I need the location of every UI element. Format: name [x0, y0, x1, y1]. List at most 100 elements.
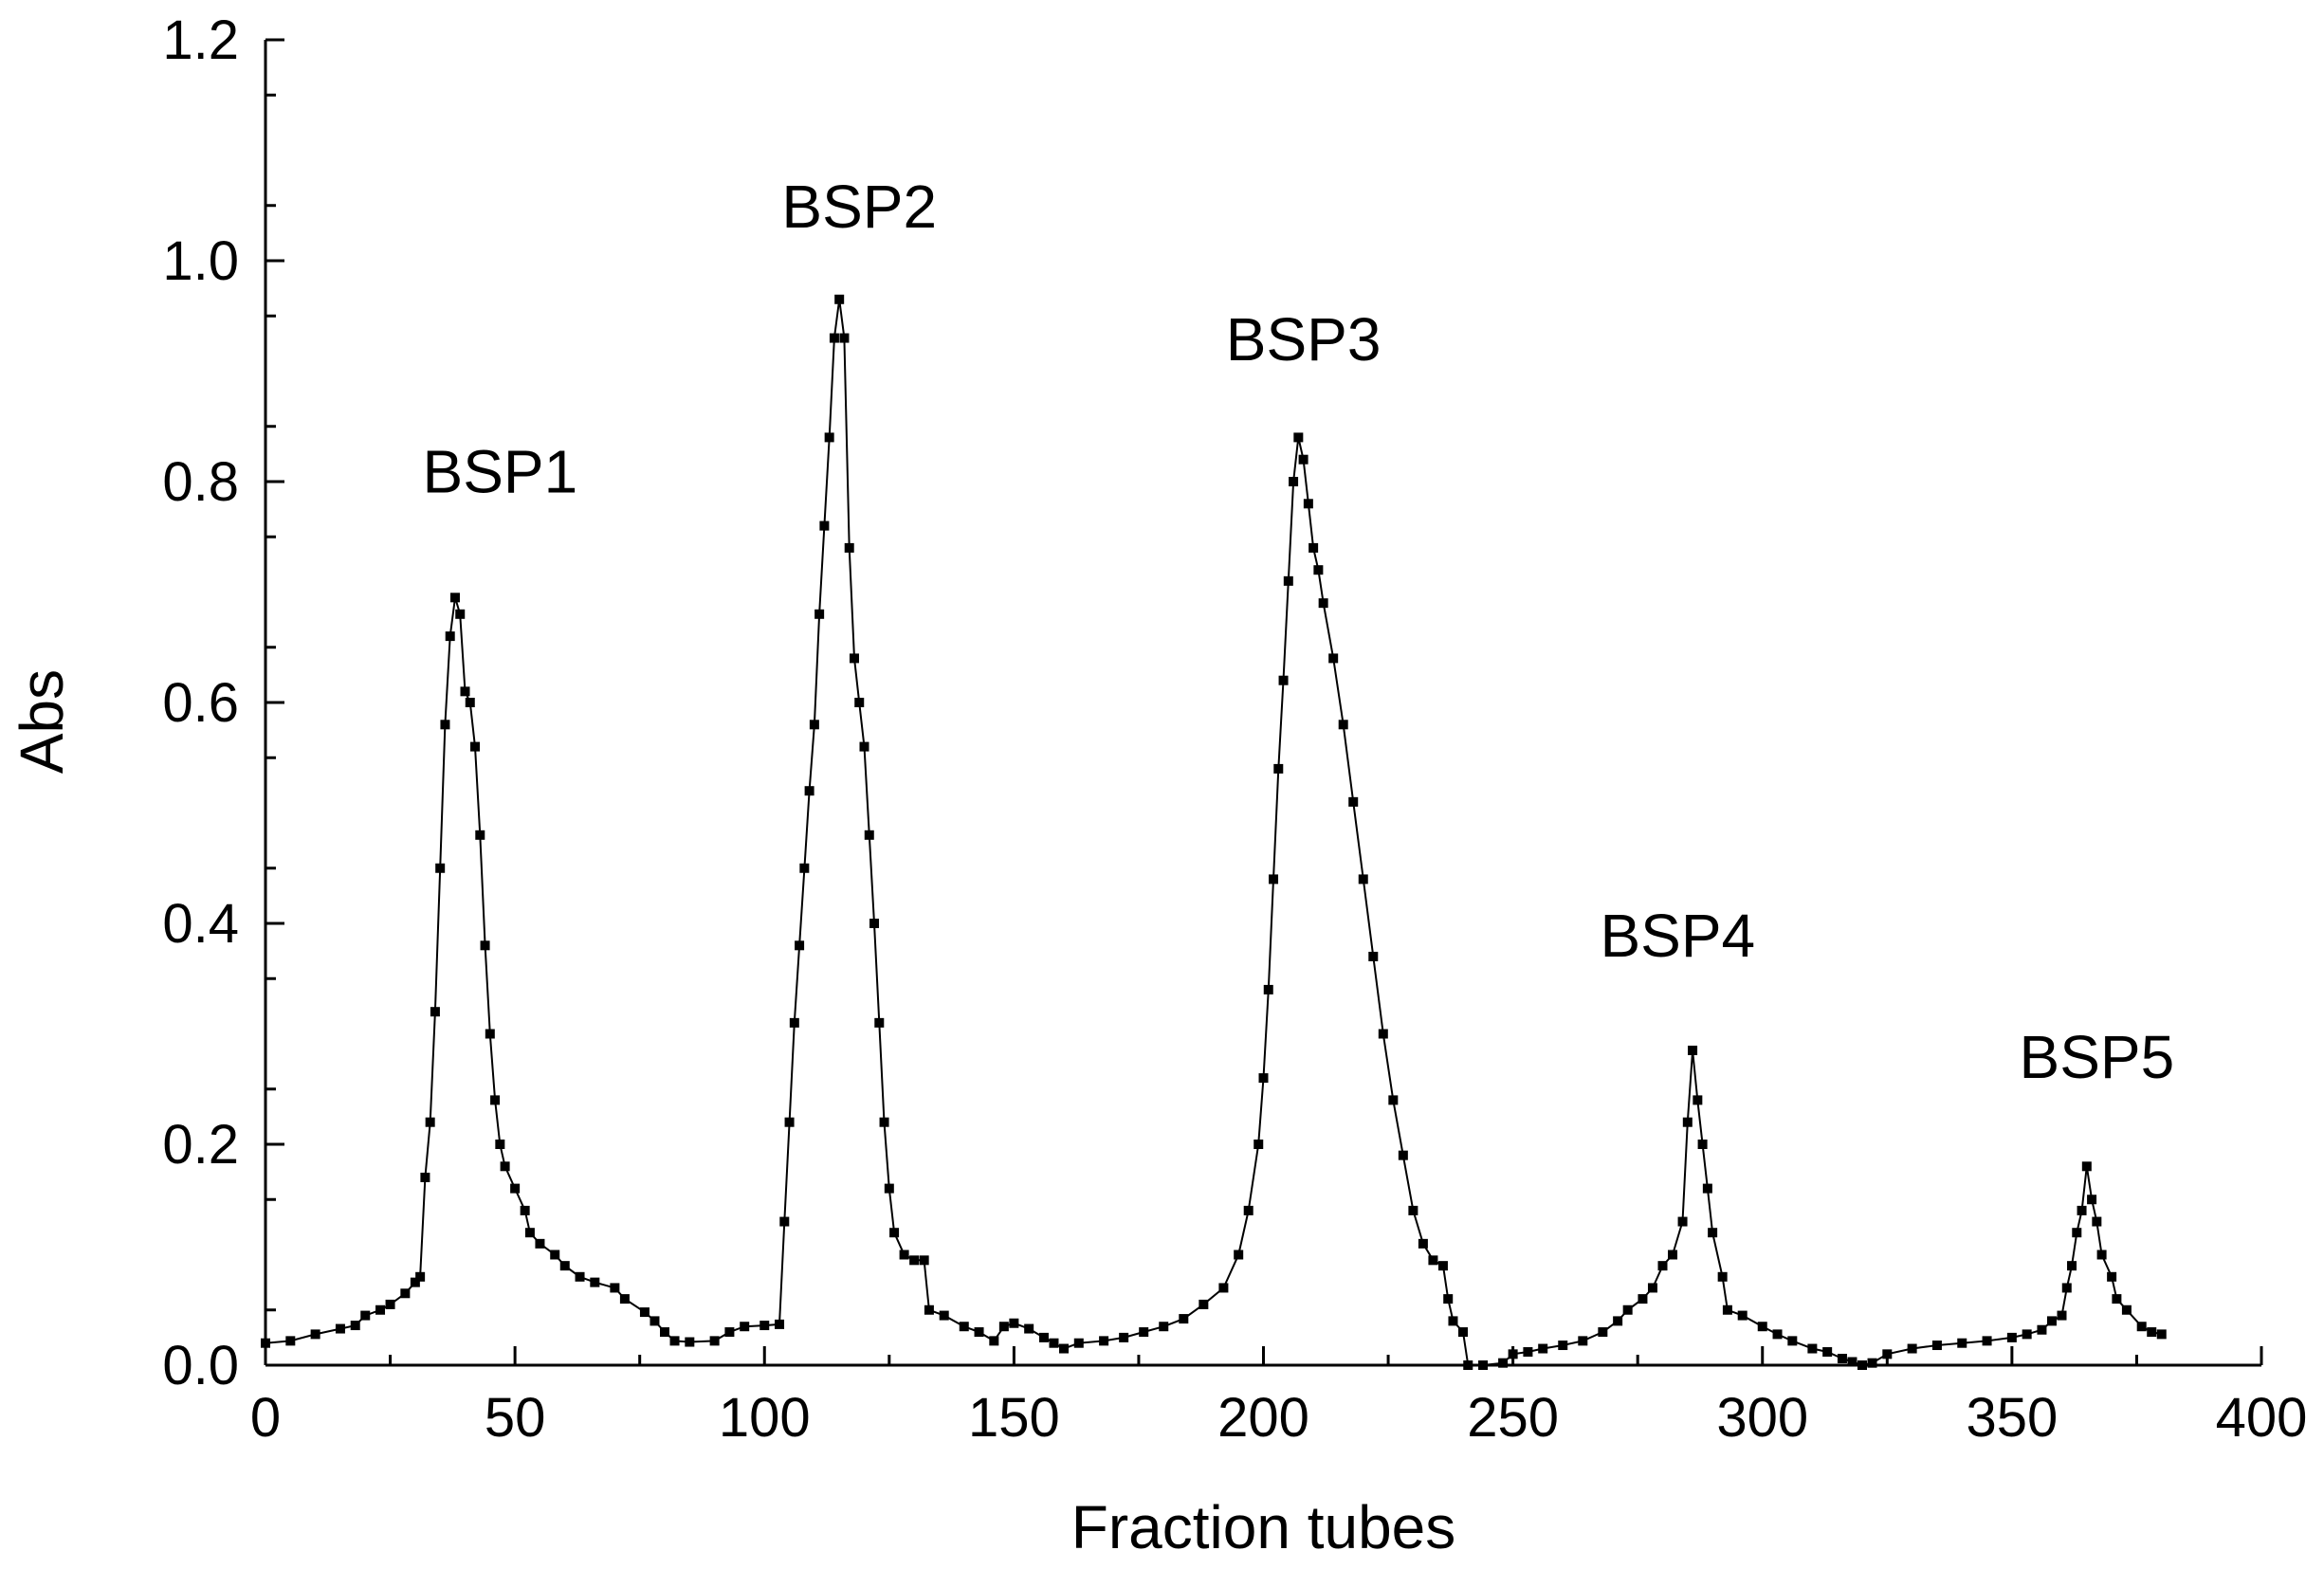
data-point: [1558, 1341, 1568, 1351]
data-point: [1717, 1271, 1728, 1282]
data-point: [520, 1205, 530, 1215]
data-point: [310, 1329, 320, 1340]
data-point: [2046, 1316, 2057, 1326]
data-point: [335, 1323, 345, 1334]
data-point: [420, 1172, 430, 1182]
data-point: [2087, 1195, 2097, 1205]
data-point: [2067, 1261, 2077, 1271]
data-point: [1218, 1283, 1229, 1293]
y-axis-title: Abs: [8, 669, 76, 774]
data-point: [1428, 1255, 1438, 1266]
data-point: [1073, 1338, 1084, 1348]
data-point: [1293, 432, 1304, 443]
peak-label-bsp1: BSP1: [423, 438, 578, 506]
data-point: [410, 1277, 420, 1287]
x-tick-label: 150: [968, 1387, 1060, 1449]
data-point: [1613, 1316, 1623, 1326]
data-point: [480, 940, 490, 951]
data-point: [430, 1007, 440, 1017]
data-point: [884, 1183, 894, 1194]
data-point: [2006, 1332, 2017, 1342]
data-point: [455, 609, 466, 619]
y-tick-label: 0.4: [162, 893, 239, 955]
data-point: [460, 686, 470, 697]
data-point: [470, 741, 481, 752]
data-point: [1139, 1327, 1149, 1338]
data-point: [1303, 499, 1313, 509]
data-point: [1697, 1140, 1708, 1149]
data-point: [1289, 477, 1299, 486]
data-point: [854, 698, 865, 707]
data-point: [1688, 1045, 1698, 1055]
data-point: [784, 1117, 795, 1127]
data-point: [1538, 1343, 1548, 1354]
data-point: [415, 1271, 426, 1282]
data-point: [2081, 1161, 2092, 1172]
data-point: [1722, 1304, 1732, 1315]
data-point: [1258, 1073, 1269, 1084]
data-point: [909, 1255, 920, 1266]
data-point: [449, 593, 460, 603]
data-point: [559, 1261, 570, 1271]
data-point: [1348, 796, 1359, 807]
data-point: [1882, 1349, 1893, 1359]
data-point: [1378, 1029, 1388, 1039]
data-point: [2112, 1294, 2122, 1304]
data-point: [1638, 1294, 1648, 1304]
data-point: [814, 609, 825, 619]
data-point: [1578, 1336, 1588, 1346]
peak-label-bsp2: BSP2: [781, 173, 937, 241]
y-axis-ticks: 0.0 0.2 0.4 0.6 0.8 1.0 1.2: [162, 9, 284, 1396]
data-point: [1038, 1332, 1049, 1342]
data-point: [1024, 1323, 1034, 1334]
data-point: [1668, 1250, 1678, 1260]
x-tick-label: 400: [2216, 1387, 2308, 1449]
data-point: [879, 1117, 889, 1127]
data-point: [385, 1299, 395, 1309]
data-point: [1787, 1336, 1798, 1346]
data-point: [1388, 1095, 1399, 1105]
data-point: [619, 1294, 630, 1304]
data-point: [1199, 1299, 1209, 1309]
data-point: [660, 1327, 669, 1338]
data-point: [1263, 984, 1273, 994]
data-point: [1269, 874, 1279, 885]
data-point: [939, 1310, 949, 1321]
data-point: [1308, 542, 1319, 553]
data-point: [2156, 1329, 2167, 1340]
data-point: [1418, 1238, 1428, 1249]
data-point: [350, 1321, 360, 1331]
data-point: [1159, 1322, 1169, 1332]
data-point: [974, 1327, 984, 1338]
data-point: [1328, 653, 1339, 664]
data-point: [1437, 1261, 1448, 1271]
data-point: [998, 1322, 1009, 1332]
x-tick-label: 250: [1467, 1387, 1559, 1449]
data-point: [829, 333, 839, 343]
x-tick-label: 350: [1966, 1387, 2058, 1449]
data-point: [610, 1283, 620, 1293]
x-tick-label: 0: [250, 1387, 281, 1449]
data-point: [839, 333, 850, 343]
y-tick-label: 0.6: [162, 672, 239, 734]
data-point: [510, 1183, 521, 1194]
data-point: [869, 919, 880, 928]
data-point: [889, 1228, 900, 1238]
data-point: [261, 1338, 270, 1348]
peak-label-bsp5: BSP5: [2020, 1023, 2175, 1091]
data-point: [789, 1017, 799, 1028]
data-point: [440, 720, 450, 730]
data-point: [465, 698, 475, 707]
peak-label-bsp3: BSP3: [1226, 305, 1382, 374]
data-point: [1693, 1095, 1703, 1105]
data-point: [575, 1271, 585, 1282]
data-point: [1982, 1336, 1992, 1346]
data-point: [1318, 598, 1328, 609]
data-point: [2147, 1327, 2157, 1338]
x-axis-title: Fraction tubes: [1071, 1493, 1456, 1561]
data-point: [1049, 1338, 1059, 1348]
data-point: [1358, 874, 1368, 885]
data-point: [919, 1255, 929, 1266]
data-point: [824, 432, 834, 443]
